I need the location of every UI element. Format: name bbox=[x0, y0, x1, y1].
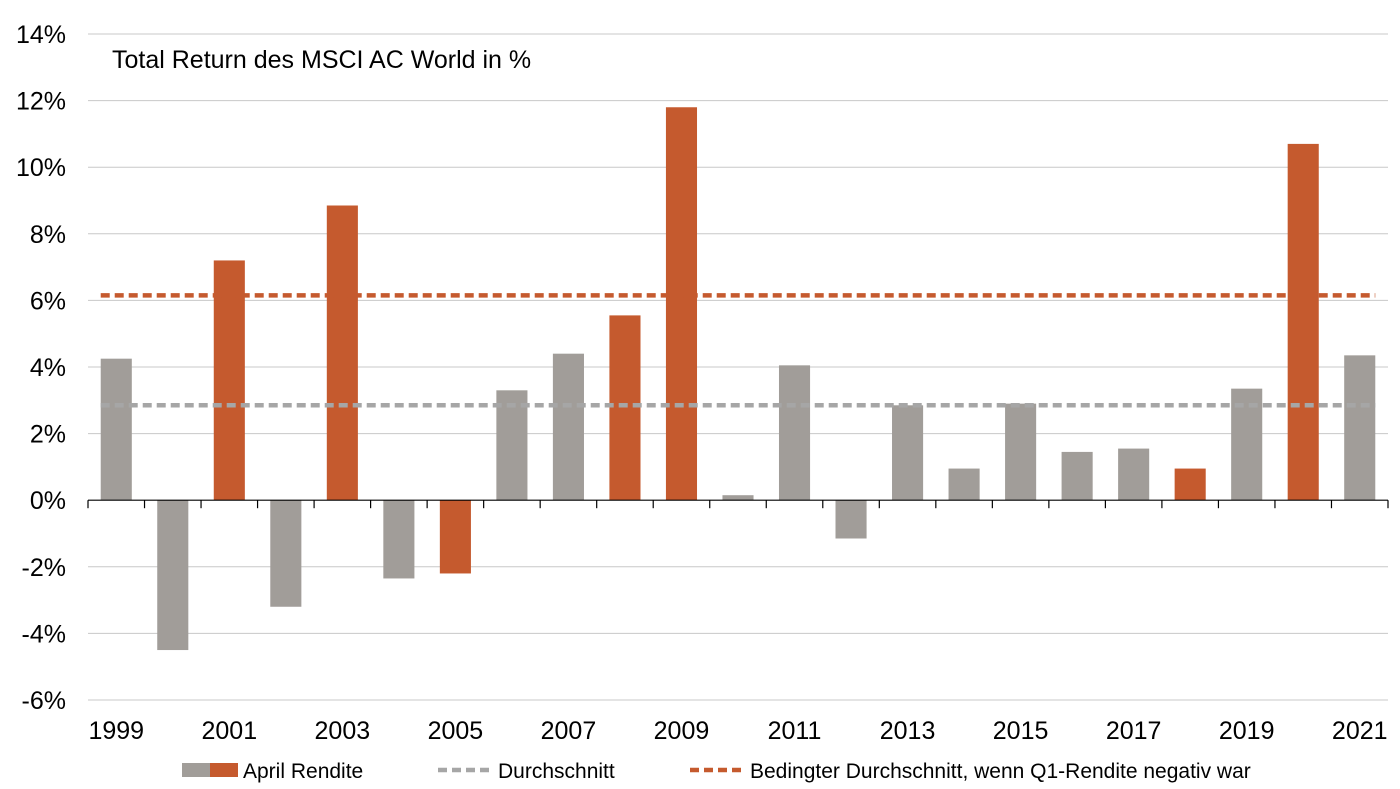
bars bbox=[100, 107, 1376, 651]
legend-conditional-label: Bedingter Durchschnitt, wenn Q1-Rendite … bbox=[750, 760, 1251, 783]
bar-2012 bbox=[835, 500, 867, 539]
x-tick-label: 2015 bbox=[993, 717, 1049, 745]
legend-bar-swatch-gray bbox=[182, 763, 210, 777]
bar-2015 bbox=[1005, 403, 1037, 501]
bar-2008 bbox=[609, 315, 641, 501]
legend-bars-label: April Rendite bbox=[243, 760, 363, 783]
y-tick-label: -4% bbox=[22, 620, 66, 648]
x-tick-label: 2011 bbox=[768, 717, 822, 745]
y-tick-label: -2% bbox=[22, 554, 66, 582]
y-axis-labels: 14% 12% 10% 8% 6% 4% 2% 0% -2% -4% -6% bbox=[16, 21, 66, 715]
y-tick-label: 4% bbox=[30, 354, 66, 382]
y-tick-label: 0% bbox=[30, 487, 66, 515]
y-tick-label: 12% bbox=[16, 88, 66, 116]
bar-2011 bbox=[778, 365, 811, 501]
y-tick-label: 2% bbox=[30, 421, 66, 449]
x-tick-label: 2005 bbox=[428, 717, 484, 745]
bar-2003 bbox=[326, 205, 358, 501]
bar-2013 bbox=[892, 405, 924, 501]
x-tick-label: 2001 bbox=[201, 717, 257, 745]
bar-2014 bbox=[948, 468, 980, 501]
x-tick-label: 2009 bbox=[654, 717, 710, 745]
bar-2020 bbox=[1287, 143, 1319, 501]
y-tick-label: 8% bbox=[30, 221, 66, 249]
x-tick-label: 2003 bbox=[315, 717, 371, 745]
bar-2000 bbox=[157, 500, 189, 651]
bar-2018 bbox=[1174, 468, 1206, 501]
x-tick-label: 2021 bbox=[1332, 717, 1388, 745]
x-tick-label: 2017 bbox=[1106, 717, 1162, 745]
bar-2001 bbox=[213, 260, 245, 501]
bar-2017 bbox=[1118, 448, 1150, 501]
chart-title: Total Return des MSCI AC World in % bbox=[112, 46, 531, 74]
bar-2021 bbox=[1344, 355, 1376, 501]
average-lines bbox=[100, 293, 1376, 408]
bar-2002 bbox=[270, 500, 302, 607]
x-tick-label: 2007 bbox=[541, 717, 597, 745]
legend: April Rendite Durchschnitt Bedingter Dur… bbox=[182, 760, 1251, 783]
y-tick-label: 14% bbox=[16, 21, 66, 49]
bar-1999 bbox=[100, 358, 132, 501]
x-tick-label: 1999 bbox=[88, 717, 144, 745]
y-tick-label: -6% bbox=[22, 687, 66, 715]
x-axis: 1999 2001 2003 2005 2007 2009 2011 2013 2015 2017… bbox=[87, 499, 1389, 745]
legend-average-label: Durchschnitt bbox=[498, 760, 615, 783]
bar-2016 bbox=[1061, 451, 1093, 501]
bar-2005 bbox=[439, 500, 471, 574]
x-tick-label: 2013 bbox=[880, 717, 936, 745]
gridlines bbox=[88, 33, 1388, 701]
y-tick-label: 6% bbox=[30, 287, 66, 315]
bar-2010 bbox=[722, 495, 754, 501]
x-tick-label: 2019 bbox=[1219, 717, 1275, 745]
bar-2009 bbox=[665, 107, 698, 501]
legend-bar-swatch-orange bbox=[210, 763, 238, 777]
bar-2004 bbox=[383, 500, 415, 579]
y-tick-label: 10% bbox=[16, 154, 66, 182]
bar-2006 bbox=[496, 390, 528, 501]
bar-2007 bbox=[552, 353, 584, 501]
